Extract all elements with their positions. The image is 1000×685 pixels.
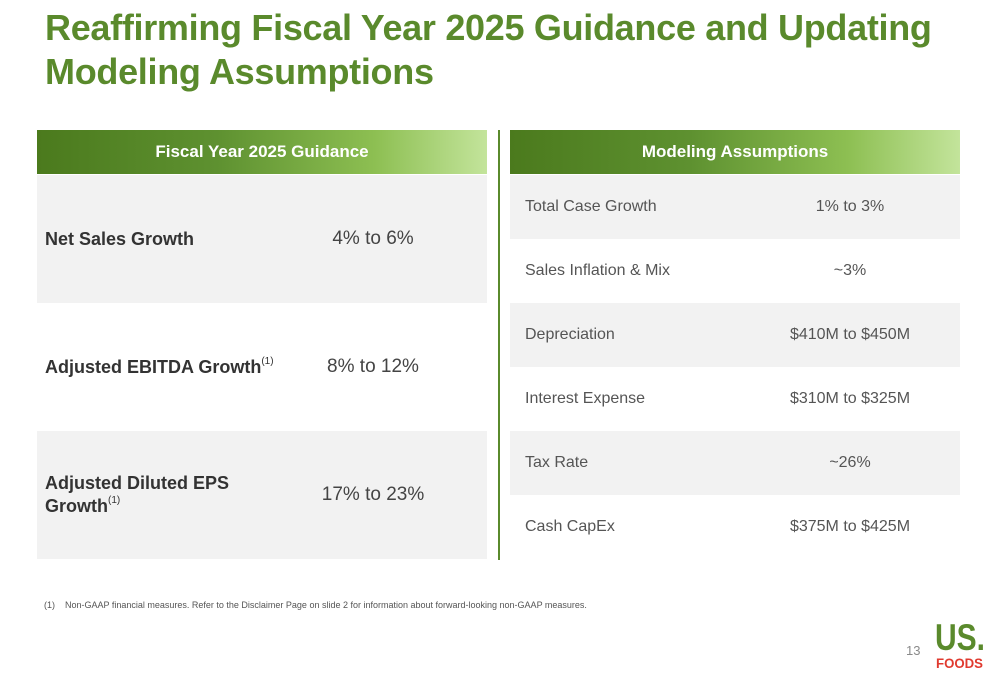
assumption-value: 1% to 3% xyxy=(815,198,885,215)
guidance-label: Adjusted Diluted EPS Growth(1) xyxy=(45,473,230,516)
guidance-table: Fiscal Year 2025 Guidance Net Sales Grow… xyxy=(37,130,487,559)
page-number: 13 xyxy=(906,643,921,658)
assumption-row: Total Case Growth 1% to 3% xyxy=(510,175,960,239)
assumptions-table-header: Modeling Assumptions xyxy=(510,130,960,175)
guidance-label: Net Sales Growth xyxy=(45,228,195,249)
assumption-label: Interest Expense xyxy=(525,390,646,407)
assumption-row: Cash CapEx $375M to $425M xyxy=(510,495,960,559)
assumption-value: ~26% xyxy=(829,454,871,471)
guidance-value: 17% to 23% xyxy=(321,484,425,505)
guidance-row: Adjusted EBITDA Growth(1) 8% to 12% xyxy=(37,303,487,431)
assumption-label: Tax Rate xyxy=(525,454,589,471)
assumption-row: Tax Rate ~26% xyxy=(510,431,960,495)
assumptions-table: Modeling Assumptions Total Case Growth 1… xyxy=(510,130,960,559)
us-foods-logo: US. FOODS xyxy=(935,617,985,670)
logo-foods-text: FOODS xyxy=(936,655,983,670)
assumption-value: $410M to $450M xyxy=(789,326,911,343)
slide-title: Reaffirming Fiscal Year 2025 Guidance an… xyxy=(45,6,975,94)
assumption-row: Interest Expense $310M to $325M xyxy=(510,367,960,431)
guidance-row: Net Sales Growth 4% to 6% xyxy=(37,175,487,303)
guidance-table-header: Fiscal Year 2025 Guidance xyxy=(37,130,487,175)
guidance-label: Adjusted EBITDA Growth(1) xyxy=(45,355,274,377)
assumption-label: Depreciation xyxy=(525,326,615,343)
slide-title-line-2: Modeling Assumptions xyxy=(45,51,434,92)
column-divider xyxy=(498,130,500,560)
footnote-text: Non-GAAP financial measures. Refer to th… xyxy=(65,600,587,610)
guidance-value: 4% to 6% xyxy=(332,228,414,249)
assumption-value: $375M to $425M xyxy=(789,518,911,535)
assumption-label: Total Case Growth xyxy=(525,198,657,215)
assumption-row: Depreciation $410M to $450M xyxy=(510,303,960,367)
logo-us-text: US. xyxy=(935,617,985,658)
slide-title-line-1: Reaffirming Fiscal Year 2025 Guidance an… xyxy=(45,7,932,48)
assumption-value: $310M to $325M xyxy=(789,390,911,407)
assumption-label: Sales Inflation & Mix xyxy=(525,262,670,279)
guidance-value: 8% to 12% xyxy=(327,356,419,377)
footnote-marker: (1) xyxy=(261,355,274,367)
assumption-label: Cash CapEx xyxy=(525,518,615,535)
footnote-number: (1) xyxy=(44,600,55,610)
footnote-marker: (1) xyxy=(108,495,121,506)
assumption-row: Sales Inflation & Mix ~3% xyxy=(510,239,960,303)
assumption-value: ~3% xyxy=(833,262,867,279)
guidance-row: Adjusted Diluted EPS Growth(1) 17% to 23… xyxy=(37,431,487,559)
footnote: (1) Non-GAAP financial measures. Refer to… xyxy=(44,600,587,610)
